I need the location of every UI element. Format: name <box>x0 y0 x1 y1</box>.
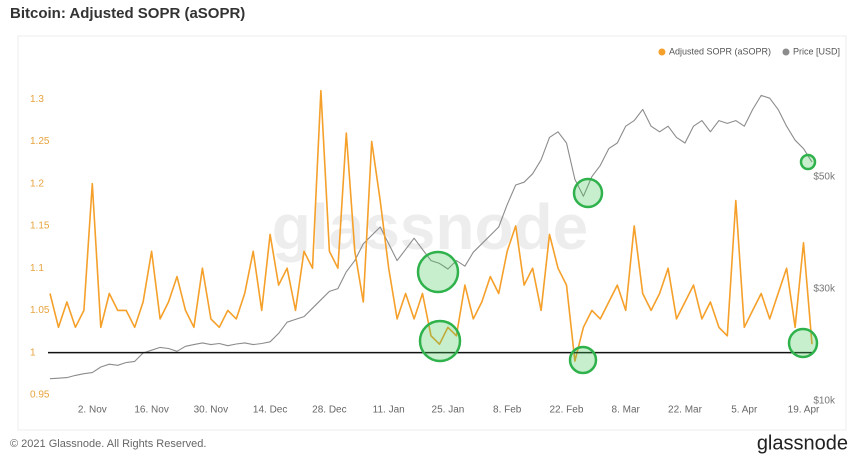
y-tick-label: 1.2 <box>30 178 44 189</box>
highlights <box>416 153 819 375</box>
x-tick-label: 8. Feb <box>493 405 522 416</box>
legend-swatch <box>782 48 790 56</box>
plot: 0.95 1 1.05 1.1 1.15 1.2 1.25 1.3 $10k $30k $50k 2.… <box>30 46 840 415</box>
legend-label: Price [USD] <box>793 46 840 56</box>
watermark: glassnode <box>272 191 589 263</box>
y-tick-label: 1 <box>30 347 36 358</box>
y-tick-label: 1.3 <box>30 94 44 105</box>
y-tick-label: 1.15 <box>30 221 50 232</box>
x-tick-label: 19. Apr <box>788 405 820 416</box>
highlight-circle <box>568 345 598 375</box>
y-tick-label: 1.1 <box>30 263 44 274</box>
x-tick-label: 28. Dec <box>312 405 346 416</box>
x-tick-label: 11. Jan <box>373 405 405 416</box>
price-line <box>49 94 813 380</box>
logo: glassnode <box>757 432 848 454</box>
chart-title: Bitcoin: Adjusted SOPR (aSOPR) <box>10 5 245 22</box>
x-tick-label: 8. Mar <box>612 405 641 416</box>
highlight-circle <box>572 177 604 209</box>
highlight-circle <box>787 327 819 359</box>
legend-swatch <box>658 48 666 56</box>
chart-frame <box>17 35 847 431</box>
y-tick-label: 1.05 <box>30 305 50 316</box>
y2-tick-label: $50k <box>813 172 836 183</box>
x-tick-label: 30. Nov <box>194 405 228 416</box>
y2-tick-label: $30k <box>813 284 836 295</box>
x-tick-label: 25. Jan <box>432 405 465 416</box>
asopr-line <box>49 89 813 362</box>
highlight-circle <box>418 319 462 363</box>
highlight-circle <box>799 153 817 171</box>
x-tick-label: 22. Mar <box>668 405 703 416</box>
y-tick-label: 0.95 <box>30 390 50 401</box>
x-tick-label: 22. Feb <box>550 405 584 416</box>
copyright: © 2021 Glassnode. All Rights Reserved. <box>10 438 206 450</box>
highlight-circle <box>416 250 460 294</box>
x-tick-label: 5. Apr <box>731 405 758 416</box>
y2-tick-label: $10k <box>813 396 836 407</box>
legend-label: Adjusted SOPR (aSOPR) <box>669 46 771 56</box>
x-tick-label: 16. Nov <box>134 405 168 416</box>
x-tick-label: 14. Dec <box>253 405 287 416</box>
x-tick-label: 2. Nov <box>78 405 107 416</box>
y-tick-label: 1.25 <box>30 136 50 147</box>
